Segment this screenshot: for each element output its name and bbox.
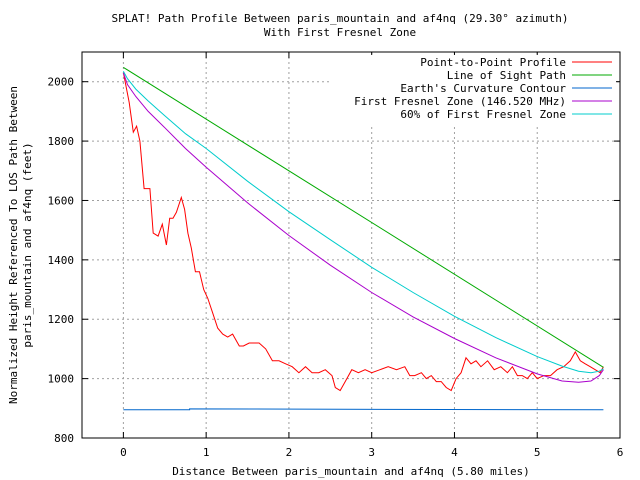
y-tick-label: 1600 [48, 194, 75, 207]
y-tick-label: 1200 [48, 313, 75, 326]
chart-title: SPLAT! Path Profile Between paris_mounta… [112, 12, 569, 25]
plot-frame [81, 51, 621, 439]
legend-label: Point-to-Point Profile [420, 56, 566, 69]
y-axis-label-line-1: Normalized Height Referenced To LOS Path… [7, 86, 20, 404]
x-tick-label: 5 [534, 446, 541, 459]
legend-label: First Fresnel Zone (146.520 MHz) [354, 95, 566, 108]
legend-label: Line of Sight Path [447, 69, 566, 82]
y-tick-label: 2000 [48, 76, 75, 89]
legend-label: Earth's Curvature Contour [400, 82, 566, 95]
x-tick-label: 1 [203, 446, 210, 459]
x-tick-label: 3 [368, 446, 375, 459]
y-tick-label: 1400 [48, 254, 75, 267]
axis-ticks: 0 1 2 3 4 5 6 800 1000 1200 1400 1600 1800 2000 [48, 52, 624, 459]
series-line-3 [122, 72, 604, 383]
series-line-0 [122, 72, 604, 392]
x-tick-label: 4 [451, 446, 458, 459]
x-tick-label: 2 [286, 446, 293, 459]
y-tick-label: 800 [54, 432, 74, 445]
x-axis-label: Distance Between paris_mountain and af4n… [172, 465, 530, 478]
y-axis-label-line-2: paris_mountain and af4nq (feet) [21, 142, 34, 347]
x-tick-label: 0 [120, 446, 127, 459]
legend-label: 60% of First Fresnel Zone [400, 108, 566, 121]
x-tick-label: 6 [617, 446, 624, 459]
series-group [122, 66, 604, 411]
chart-subtitle: With First Fresnel Zone [264, 26, 416, 39]
series-line-4 [122, 71, 604, 374]
series-line-2 [123, 408, 604, 411]
y-tick-label: 1800 [48, 135, 75, 148]
legend-box [330, 55, 616, 125]
y-tick-label: 1000 [48, 373, 75, 386]
series-line-1 [123, 66, 604, 368]
